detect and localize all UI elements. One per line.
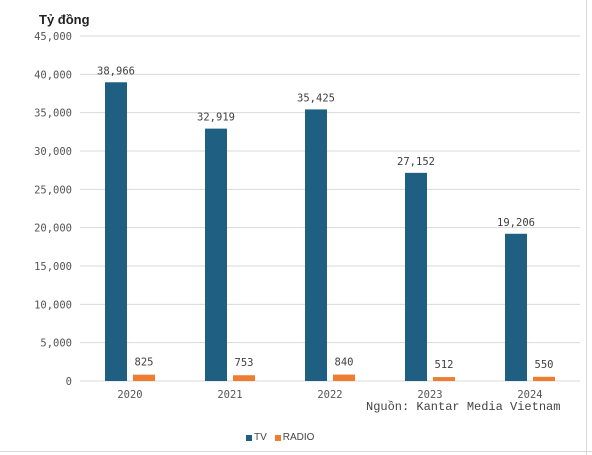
source-note: Nguồn: Kantar Media Vietnam xyxy=(366,400,561,414)
y-tick-label: 10,000 xyxy=(34,299,72,311)
y-unit-label: Tỷ đồng xyxy=(39,12,90,27)
frame-bottom-border xyxy=(0,451,592,452)
x-tick-label: 2022 xyxy=(317,389,342,401)
data-label-tv: 38,966 xyxy=(97,65,135,77)
bar-tv xyxy=(105,82,127,381)
data-label-tv: 35,425 xyxy=(297,92,335,104)
bar-radio xyxy=(233,375,255,381)
legend-label-tv: TV xyxy=(254,432,267,443)
bar-tv xyxy=(305,109,327,382)
y-tick-label: 35,000 xyxy=(34,108,72,120)
frame-right-border xyxy=(586,0,587,455)
legend-swatch-radio xyxy=(274,434,281,441)
y-tick-label: 5,000 xyxy=(40,338,72,350)
bar-radio xyxy=(333,374,355,381)
y-tick-label: 25,000 xyxy=(34,184,72,196)
y-tick-label: 45,000 xyxy=(34,31,72,43)
legend-label-radio: RADIO xyxy=(282,432,315,443)
data-label-radio: 840 xyxy=(335,357,354,369)
y-tick-label: 30,000 xyxy=(34,146,72,158)
legend: TV RADIO xyxy=(246,432,314,443)
bar-tv xyxy=(405,172,427,381)
y-tick-label: 40,000 xyxy=(34,69,72,81)
y-tick-label: 0 xyxy=(66,376,72,388)
legend-swatch-tv xyxy=(246,434,252,441)
data-label-tv: 19,206 xyxy=(497,217,535,229)
data-label-tv: 27,152 xyxy=(397,156,435,168)
y-tick-label: 20,000 xyxy=(34,223,72,235)
bar-tv xyxy=(205,128,227,381)
bar-radio xyxy=(133,374,155,381)
x-tick-label: 2021 xyxy=(217,389,242,401)
data-label-radio: 512 xyxy=(435,359,454,371)
legend-item-radio: RADIO xyxy=(274,432,315,443)
x-tick-label: 2023 xyxy=(417,389,442,401)
bar-radio xyxy=(433,377,455,381)
x-tick-label: 2024 xyxy=(517,389,542,401)
bar-tv xyxy=(505,233,527,381)
x-tick-label: 2020 xyxy=(117,389,142,401)
data-label-radio: 753 xyxy=(235,357,254,369)
bar-radio xyxy=(533,376,555,381)
legend-item-tv: TV xyxy=(246,432,267,443)
y-tick-label: 15,000 xyxy=(34,261,72,273)
data-label-radio: 550 xyxy=(535,359,554,371)
data-label-tv: 32,919 xyxy=(197,112,235,124)
data-label-radio: 825 xyxy=(135,357,154,369)
